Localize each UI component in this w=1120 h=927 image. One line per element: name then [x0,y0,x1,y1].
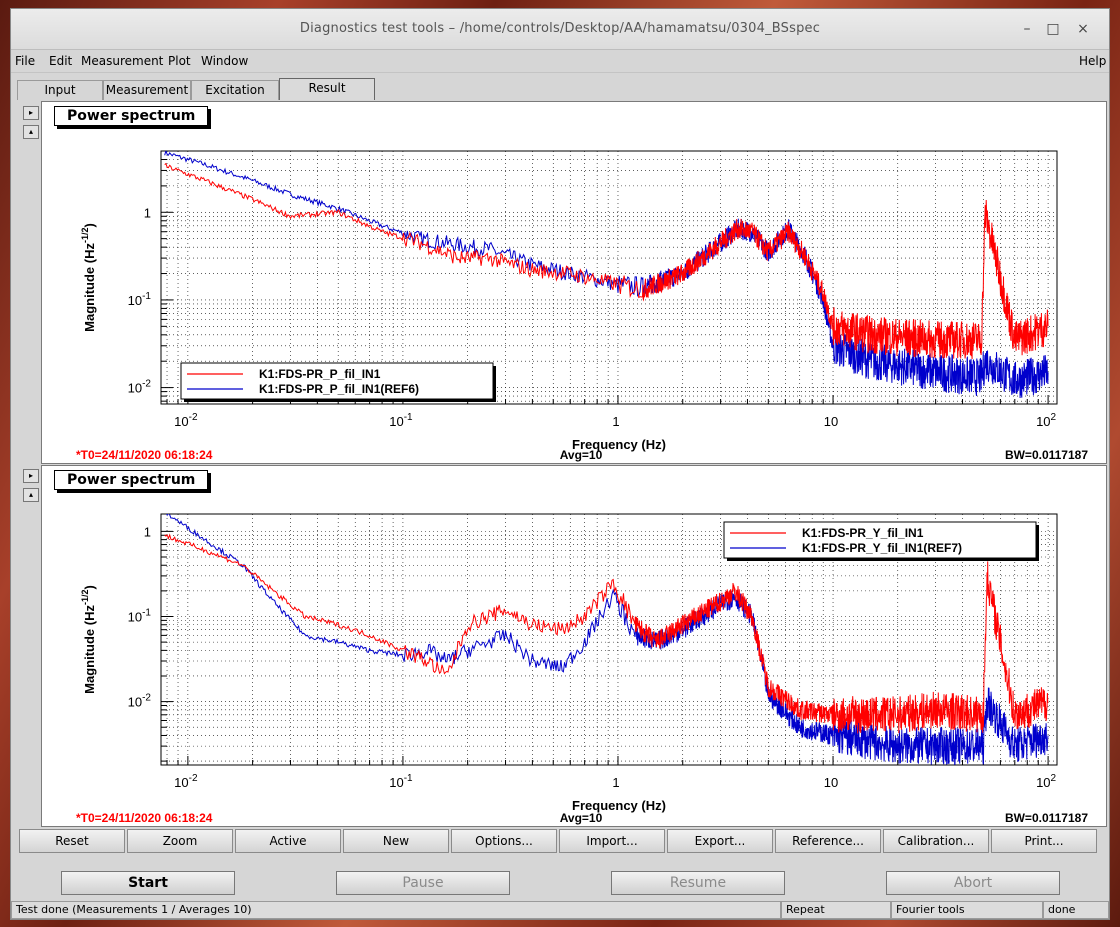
power-spectrum-chart-2[interactable]: 10-2 10-1 1 10 102 1 10-1 10-2 Frequency (Hz) Mag… [42,466,1106,826]
plot-toolbar: Reset Zoom Active New Options... Import.… [19,829,1105,853]
import-button[interactable]: Import... [559,829,665,853]
x-tick-label: 102 [1036,412,1056,429]
x-tick-label: 102 [1036,773,1056,790]
window-title: Diagnostics test tools – /home/controls/… [299,21,821,36]
y-tick-label: 1 [144,524,151,539]
x-axis-label: Frequency (Hz) [572,798,666,813]
minimize-button[interactable]: – [1023,21,1031,37]
x-tick-label: 10 [824,775,838,790]
collapse-up-icon[interactable]: ▴ [23,125,39,139]
tab-input[interactable]: Input [17,80,103,100]
legend-label: K1:FDS-PR_P_fil_IN1(REF6) [259,382,419,396]
y-tick-label: 10-2 [128,693,152,710]
collapse-up-icon[interactable]: ▴ [23,488,39,502]
reset-button[interactable]: Reset [19,829,125,853]
x-tick-label: 10-2 [174,773,198,790]
x-tick-label: 10-1 [389,773,413,790]
tab-bar: Input Measurement Excitation Result [17,78,1107,100]
average-count: Avg=10 [560,448,603,462]
legend-label: K1:FDS-PR_Y_fil_IN1(REF7) [802,541,962,555]
menu-file[interactable]: File [15,54,36,68]
power-spectrum-chart-1[interactable]: 10-2 10-1 1 10 102 1 10-1 10-2 Frequency (Hz) Mag… [42,102,1106,463]
pause-button[interactable]: Pause [336,871,510,895]
y-axis-label: Magnitude (Hz-1/2) [80,223,97,332]
menu-plot[interactable]: Plot [168,54,191,68]
bandwidth: BW=0.0117187 [1005,448,1088,462]
reference-button[interactable]: Reference... [775,829,881,853]
app-window: Diagnostics test tools – /home/controls/… [10,8,1110,920]
print-button[interactable]: Print... [991,829,1097,853]
title-bar: Diagnostics test tools – /home/controls/… [11,9,1109,50]
y-tick-label: 1 [144,205,151,220]
menu-window[interactable]: Window [201,54,249,68]
legend-box [180,362,494,400]
bandwidth: BW=0.0117187 [1005,811,1088,825]
menu-edit[interactable]: Edit [49,54,73,68]
abort-button[interactable]: Abort [886,871,1060,895]
series-line-reference [165,514,1049,765]
expand-right-icon[interactable]: ▸ [23,106,39,120]
x-tick-label: 10-1 [389,412,413,429]
calibration-button[interactable]: Calibration... [883,829,989,853]
x-tick-label: 1 [612,775,619,790]
status-bar: Test done (Measurements 1 / Averages 10)… [11,901,1109,919]
status-repeat: Repeat [781,901,891,919]
export-button[interactable]: Export... [667,829,773,853]
legend-label: K1:FDS-PR_P_fil_IN1 [259,367,381,381]
status-tools: Fourier tools [891,901,1043,919]
x-tick-label: 10 [824,414,838,429]
menu-help[interactable]: Help [1079,54,1107,68]
tab-excitation[interactable]: Excitation [191,80,279,100]
series-line-current [164,533,1049,734]
x-tick-label: 1 [612,414,619,429]
x-tick-label: 10-2 [174,412,198,429]
plot-panel-2: Power spectrum 10-2 10-1 1 10 102 1 10-1 10-2 Fr… [41,465,1107,827]
trigger-time: *T0=24/11/2020 06:18:24 [76,448,213,462]
average-count: Avg=10 [560,811,603,825]
y-tick-label: 10-1 [128,607,152,624]
plot-panel-1: Power spectrum 10-2 10-1 1 10 102 1 10-1 10-2 Fr… [41,101,1107,464]
y-axis-label: Magnitude (Hz-1/2) [80,585,97,694]
expand-right-icon[interactable]: ▸ [23,469,39,483]
resume-button[interactable]: Resume [611,871,785,895]
maximize-button[interactable]: □ [1046,21,1060,37]
tab-result[interactable]: Result [279,78,375,100]
series-line-current [164,162,1049,360]
close-button[interactable]: × [1077,21,1089,37]
start-button[interactable]: Start [61,871,235,895]
status-state: done [1043,901,1109,919]
legend-box [723,521,1037,559]
status-message: Test done (Measurements 1 / Averages 10) [11,901,781,919]
y-tick-label: 10-2 [128,379,152,396]
options-button[interactable]: Options... [451,829,557,853]
legend-label: K1:FDS-PR_Y_fil_IN1 [802,526,924,540]
plot-title[interactable]: Power spectrum [54,106,209,126]
x-axis-label: Frequency (Hz) [572,437,666,452]
zoom-button[interactable]: Zoom [127,829,233,853]
y-tick-label: 10-1 [128,291,152,308]
tab-measurement[interactable]: Measurement [103,80,191,100]
menu-measurement[interactable]: Measurement [81,54,164,68]
new-button[interactable]: New [343,829,449,853]
menu-bar: File Edit Measurement Plot Window Help [11,50,1109,73]
trigger-time: *T0=24/11/2020 06:18:24 [76,811,213,825]
active-button[interactable]: Active [235,829,341,853]
plot-title[interactable]: Power spectrum [54,470,209,490]
